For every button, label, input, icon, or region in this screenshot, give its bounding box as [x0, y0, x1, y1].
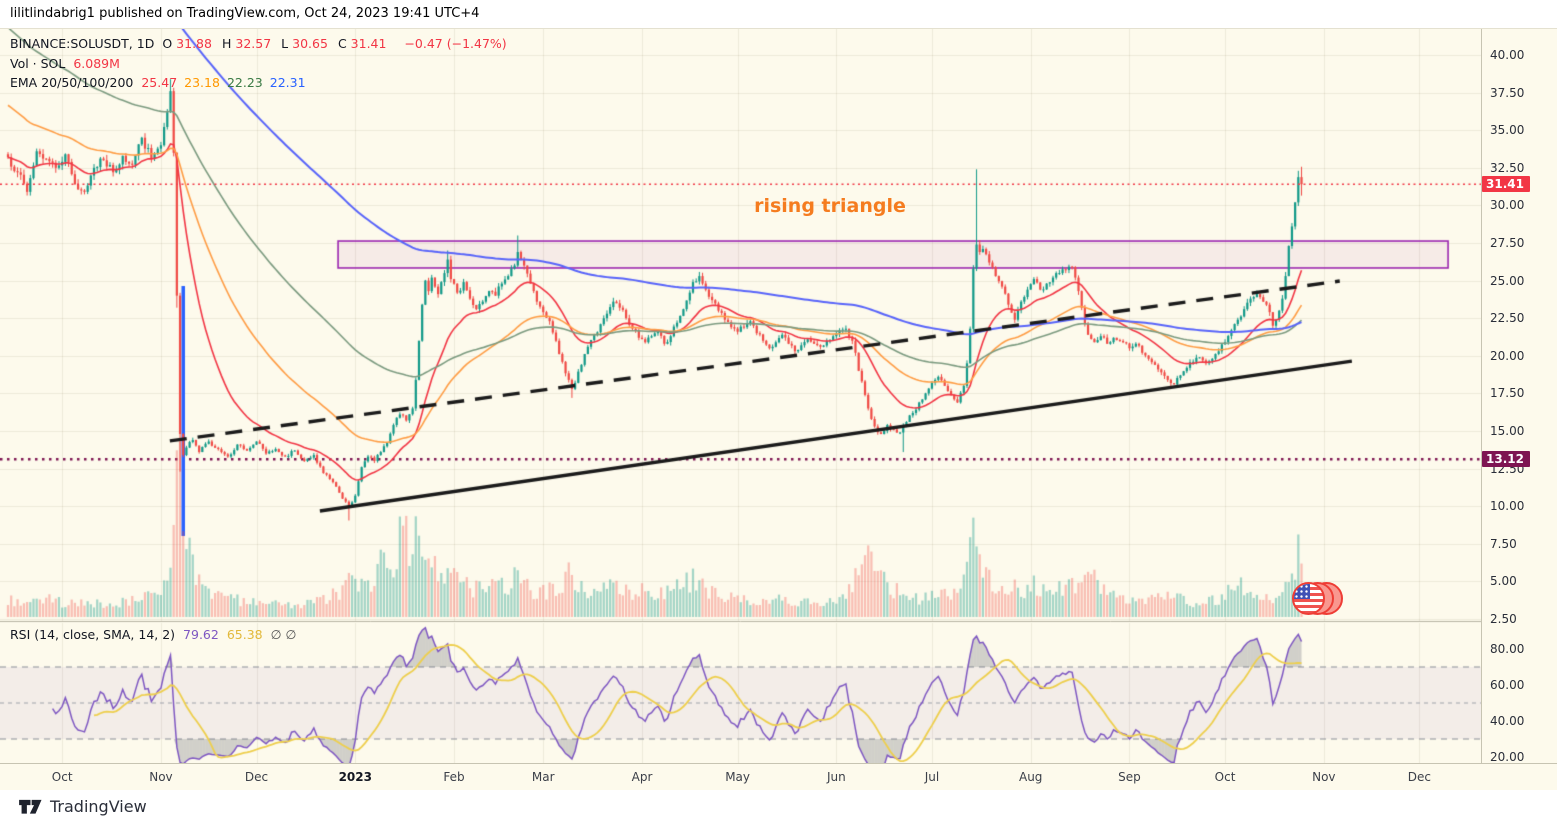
- price-tick-label: 30.00: [1490, 198, 1525, 213]
- price-tick-label: 10.00: [1490, 499, 1525, 514]
- ohlc-o: O 31.88: [162, 36, 212, 51]
- rsi-tick-label: 20.00: [1490, 750, 1525, 764]
- ohlc-c: C 31.41: [337, 36, 387, 51]
- rsi-tick-label: 40.00: [1490, 714, 1525, 728]
- rsi-value: 79.62: [183, 627, 219, 642]
- ohlc-l: L 30.65: [281, 36, 328, 51]
- time-tick-2023: 2023: [338, 770, 372, 784]
- chart-area: BINANCE:SOLUSDT, 1D O 31.88 H 32.57 L 30.65 C 3…: [0, 28, 1557, 791]
- time-tick-Feb: Feb: [443, 770, 465, 784]
- symbol-legend-row[interactable]: BINANCE:SOLUSDT, 1D O 31.88 H 32.57 L 30.65 C 3…: [10, 36, 511, 51]
- time-tick-Nov: Nov: [1312, 770, 1336, 784]
- time-tick-Nov: Nov: [149, 770, 173, 784]
- volume-value: 6.089M: [73, 56, 120, 71]
- time-tick-May: May: [725, 770, 750, 784]
- ema-values: 25.47 23.18 22.23 22.31: [141, 75, 312, 90]
- price-tick-label: 27.50: [1490, 236, 1525, 250]
- ema-value-1: 23.18: [184, 75, 220, 90]
- rsi-sma-value: 65.38: [226, 627, 263, 642]
- rsi-legend-row[interactable]: RSI (14, close, SMA, 14, 2) 79.62 65.38 …: [10, 627, 300, 642]
- change-value: −0.47 (−1.47%): [404, 36, 507, 51]
- price-tick-label: 15.00: [1490, 424, 1525, 438]
- us-flag-icon: [1292, 582, 1325, 615]
- ema-value-3: 22.31: [269, 75, 306, 90]
- symbol-title[interactable]: BINANCE:SOLUSDT, 1D: [10, 36, 155, 51]
- price-tag-31.41: 31.41: [1482, 176, 1530, 193]
- ohlc-values: O 31.88 H 32.57 L 30.65 C 31.41: [162, 36, 396, 51]
- time-tick-Jun: Jun: [826, 770, 846, 784]
- attribution-bar: lilitlindabrig1 published on TradingView…: [0, 0, 1557, 28]
- flag-canton: [1294, 584, 1311, 600]
- attribution-text: lilitlindabrig1 published on TradingView…: [10, 6, 480, 21]
- time-tick-Aug: Aug: [1018, 770, 1043, 784]
- tradingview-logo-link[interactable]: TradingView: [18, 797, 147, 816]
- time-tick-Dec: Dec: [1407, 770, 1432, 784]
- price-tick-label: 32.50: [1490, 160, 1525, 175]
- tradingview-logo-icon: [19, 799, 42, 814]
- time-tick-Apr: Apr: [631, 770, 653, 784]
- time-tick-Dec: Dec: [244, 770, 269, 784]
- price-tick-label: 40.00: [1490, 48, 1525, 62]
- time-tick-Oct: Oct: [51, 770, 73, 784]
- price-tick-label: 5.00: [1490, 574, 1517, 589]
- rising-triangle-label[interactable]: rising triangle: [754, 195, 906, 217]
- main-chart-canvas[interactable]: [0, 29, 1481, 763]
- time-tick-Oct: Oct: [1214, 770, 1236, 784]
- ema-label: EMA 20/50/100/200: [10, 75, 134, 90]
- rsi-tick-label: 60.00: [1490, 678, 1525, 692]
- price-tick-label: 35.00: [1490, 123, 1525, 138]
- price-tag-13.12: 13.12: [1482, 451, 1530, 468]
- time-axis[interactable]: Oct Nov Dec 2023 Feb Mar Apr May Jun Jul Aug Sep Oct…: [0, 763, 1557, 791]
- ema-value-2: 22.23: [226, 75, 263, 90]
- tradingview-logo-text: TradingView: [50, 797, 147, 816]
- footer-bar: TradingView: [0, 790, 1557, 823]
- price-tick-label: 17.50: [1490, 386, 1525, 401]
- rsi-label: RSI (14, close, SMA, 14, 2): [10, 627, 176, 642]
- price-tick-label: 37.50: [1490, 85, 1525, 100]
- time-tick-Jul: Jul: [924, 770, 940, 784]
- rsi-tick-label: 80.00: [1490, 642, 1525, 656]
- volume-legend-row[interactable]: Vol · SOL 6.089M: [10, 56, 124, 71]
- price-tick-label: 25.00: [1490, 273, 1525, 288]
- rsi-hidden-plots-icons[interactable]: ∅ ∅: [270, 627, 297, 642]
- price-tick-label: 20.00: [1490, 348, 1525, 363]
- time-tick-Sep: Sep: [1118, 770, 1141, 784]
- price-axis[interactable]: 40.00 37.50 35.00 32.50 30.00 27.50 25.00 22.50…: [1481, 29, 1557, 764]
- ohlc-h: H 32.57: [221, 36, 272, 51]
- volume-label: Vol · SOL: [10, 56, 66, 71]
- time-tick-Mar: Mar: [531, 770, 555, 784]
- ema-value-0: 25.47: [141, 75, 178, 90]
- price-tick-label: 22.50: [1490, 311, 1525, 326]
- ema-legend-row[interactable]: EMA 20/50/100/200 25.47 23.18 22.23 22.31: [10, 75, 317, 90]
- price-tick-label: 7.50: [1490, 536, 1517, 551]
- price-tick-label: 2.50: [1490, 612, 1517, 626]
